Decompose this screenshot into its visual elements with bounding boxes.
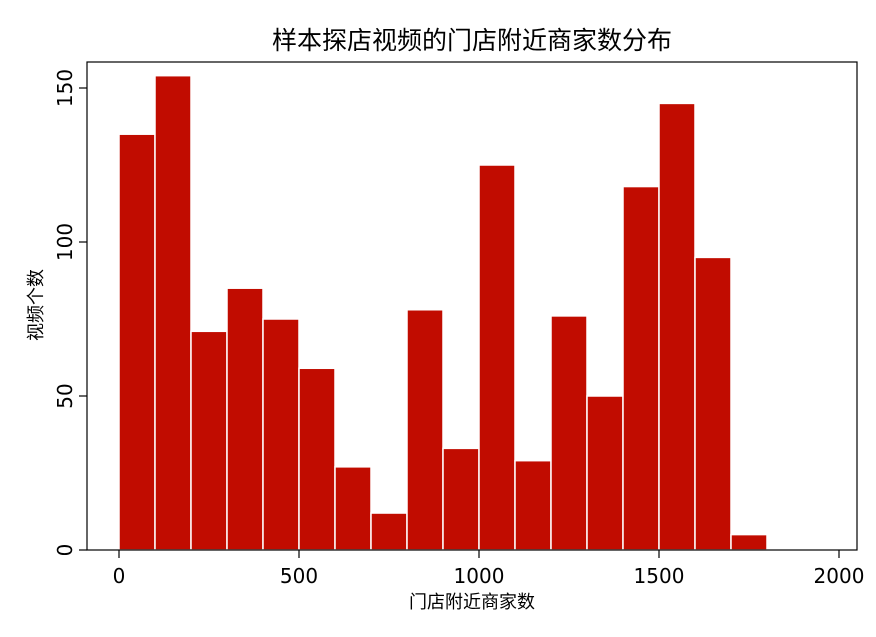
y-tick-label-3: 150 (53, 69, 77, 107)
x-tick-label-4: 2000 (814, 564, 865, 588)
histogram-bar-11 (514, 459, 552, 551)
y-tick-label-1: 50 (53, 383, 77, 408)
histogram-bar-2 (190, 330, 228, 551)
x-tick-label-0: 0 (113, 564, 126, 588)
histogram-bar-10 (478, 164, 516, 551)
y-axis-ticks: 0 50 100 150 (53, 69, 87, 556)
histogram-bar-3 (226, 287, 264, 551)
plot-frame (86, 61, 858, 551)
x-tick-label-2: 1000 (454, 564, 505, 588)
histogram-bar-16 (694, 256, 732, 551)
y-axis-label: 视频个数 (26, 269, 47, 341)
histogram-bar-0 (118, 133, 156, 551)
x-tick-label-1: 500 (280, 564, 318, 588)
histogram-bar-1 (154, 74, 192, 551)
histogram-bar-6 (334, 466, 372, 551)
x-axis-label: 门店附近商家数 (409, 592, 535, 613)
histogram-bar-14 (622, 185, 660, 551)
histogram-bar-7 (370, 512, 408, 551)
chart-title: 样本探店视频的门店附近商家数分布 (272, 26, 672, 55)
x-axis-ticks: 0 500 1000 1500 2000 (113, 550, 865, 588)
bars-group (118, 74, 768, 551)
histogram-bar-13 (586, 395, 624, 551)
x-tick-label-3: 1500 (634, 564, 685, 588)
y-tick-label-0: 0 (53, 544, 77, 557)
histogram-bar-9 (442, 447, 480, 551)
histogram-bar-5 (298, 367, 336, 551)
histogram-bar-12 (550, 315, 588, 551)
histogram-bar-17 (730, 533, 768, 551)
histogram-bar-8 (406, 309, 444, 551)
histogram-bar-15 (658, 102, 696, 551)
histogram-bar-4 (262, 318, 300, 551)
y-tick-label-2: 100 (53, 223, 77, 261)
